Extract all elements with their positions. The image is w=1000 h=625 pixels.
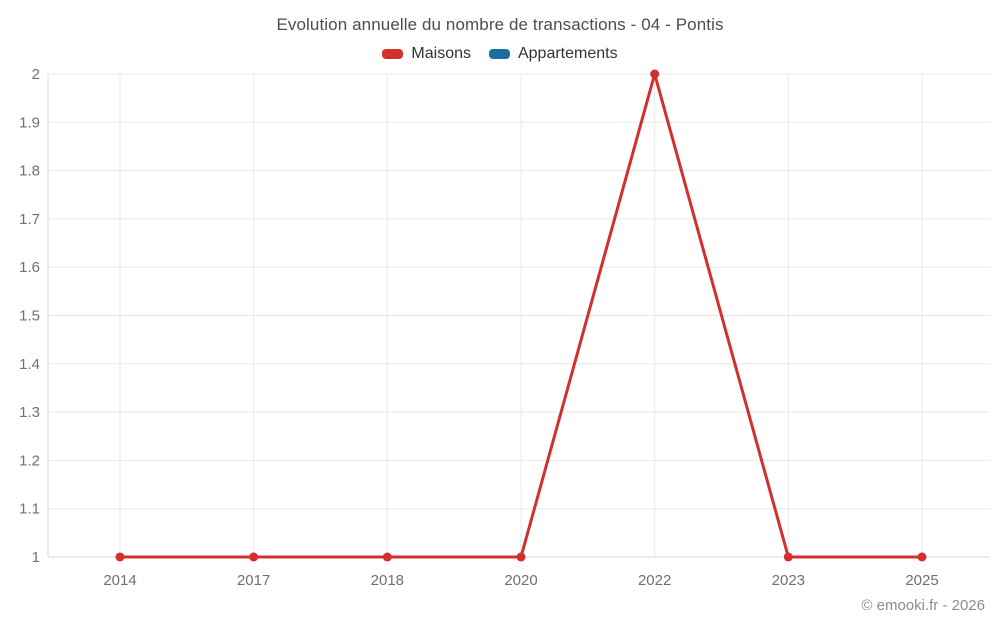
data-point-maisons-2018[interactable] xyxy=(382,552,392,562)
y-axis-tick-label: 1.8 xyxy=(19,163,40,180)
y-axis-tick-label: 2 xyxy=(32,66,40,83)
appartements-series-swatch-icon xyxy=(488,49,510,59)
x-axis-tick-label: 2022 xyxy=(638,572,671,589)
y-axis-tick-label: 1.2 xyxy=(19,452,40,469)
x-axis-tick-label: 2025 xyxy=(905,572,938,589)
data-point-maisons-2022[interactable] xyxy=(650,69,660,79)
y-axis-tick-label: 1.9 xyxy=(19,114,40,131)
x-axis-tick-label: 2018 xyxy=(371,572,404,589)
legend-label-appartements: Appartements xyxy=(517,45,618,62)
y-axis-tick-label: 1.3 xyxy=(19,404,40,421)
chart-legend: Maisons Appartements xyxy=(0,45,1000,63)
y-axis-tick-label: 1.4 xyxy=(19,356,40,373)
data-point-maisons-2020[interactable] xyxy=(516,552,526,562)
x-axis-tick-label: 2014 xyxy=(103,572,136,589)
legend-label-maisons: Maisons xyxy=(411,45,471,62)
y-axis-tick-label: 1.7 xyxy=(19,211,40,228)
x-axis-tick-label: 2023 xyxy=(772,572,805,589)
x-axis-tick-label: 2020 xyxy=(504,572,537,589)
data-point-maisons-2014[interactable] xyxy=(115,552,125,562)
data-point-maisons-2017[interactable] xyxy=(249,552,259,562)
maisons-series-swatch-icon xyxy=(382,49,404,59)
legend-item-appartements[interactable]: Appartements xyxy=(488,45,618,63)
y-axis-tick-label: 1.6 xyxy=(19,259,40,276)
copyright-notice: © emooki.fr - 2026 xyxy=(861,597,985,614)
legend-item-maisons[interactable]: Maisons xyxy=(382,45,471,63)
data-point-maisons-2023[interactable] xyxy=(783,552,793,562)
y-axis-tick-label: 1.5 xyxy=(19,308,40,325)
data-point-maisons-2025[interactable] xyxy=(917,552,927,562)
x-axis-tick-label: 2017 xyxy=(237,572,270,589)
y-axis-tick-label: 1.1 xyxy=(19,501,40,518)
y-axis-tick-label: 1 xyxy=(32,549,40,566)
chart-title: Evolution annuelle du nombre de transact… xyxy=(276,15,724,34)
